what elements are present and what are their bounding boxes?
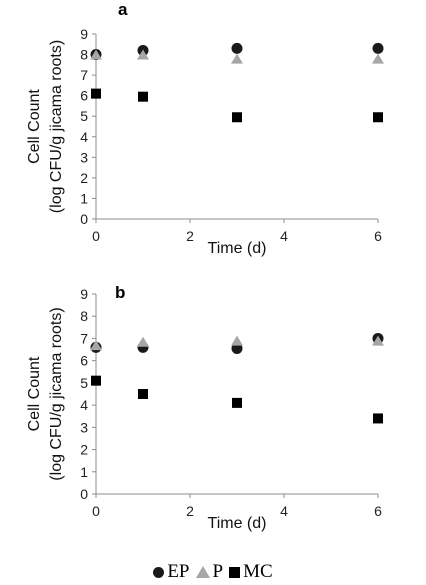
- triangle-icon: [195, 566, 210, 578]
- y-tick-label: 0: [80, 211, 88, 227]
- legend-item-ep: EP: [153, 561, 190, 583]
- data-point-p: [90, 340, 102, 351]
- y-tick-label: 7: [80, 67, 88, 83]
- y-tick-label: 5: [80, 375, 88, 391]
- square-icon: [229, 566, 241, 578]
- data-point-p: [90, 49, 102, 60]
- x-tick-label: 6: [374, 503, 382, 519]
- x-tick-label: 2: [186, 228, 194, 244]
- y-tick-label: 2: [80, 442, 88, 458]
- data-point-ep: [231, 342, 243, 354]
- y-tick-label: 6: [80, 353, 88, 369]
- legend-label-ep: EP: [167, 561, 190, 582]
- y-tick-label: 9: [80, 26, 88, 42]
- data-point-mc: [232, 397, 242, 408]
- data-point-p: [137, 336, 149, 347]
- y-axis-label-line: Cell Count: [26, 89, 43, 164]
- y-tick-label: 4: [80, 129, 88, 145]
- y-tick-label: 5: [80, 108, 88, 124]
- data-point-ep: [231, 42, 243, 54]
- x-tick-label: 6: [374, 228, 382, 244]
- data-point-mc: [138, 91, 148, 102]
- y-tick-label: 4: [80, 397, 88, 413]
- data-point-p: [137, 49, 149, 60]
- y-tick-label: 7: [80, 330, 88, 346]
- x-tick-label: 2: [186, 503, 194, 519]
- y-tick-label: 1: [80, 464, 88, 480]
- x-tick-label: 0: [92, 228, 100, 244]
- x-tick-label: 0: [92, 503, 100, 519]
- y-tick-label: 3: [80, 149, 88, 165]
- data-point-mc: [373, 112, 383, 123]
- x-axis-label: Time (d): [208, 240, 267, 257]
- y-tick-label: 8: [80, 47, 88, 63]
- data-point-p: [372, 53, 384, 64]
- y-tick-label: 3: [80, 419, 88, 435]
- chart-panel-a: 0 1 2 3 4 5 6 7 8 9 0 2 4 6 Time (d) Cell Count (log CFU…: [26, 0, 384, 257]
- legend-label-p: P: [212, 561, 224, 582]
- y-tick-label: 0: [80, 486, 88, 502]
- x-tick-label: 4: [280, 228, 288, 244]
- data-point-mc: [373, 413, 383, 424]
- panel-label: a: [118, 0, 128, 19]
- data-point-p: [231, 335, 243, 346]
- y-tick-label: 6: [80, 88, 88, 104]
- y-tick-label: 9: [80, 286, 88, 302]
- panel-label: b: [115, 283, 125, 302]
- data-point-mc: [138, 389, 148, 399]
- y-axis-label-line: Cell Count: [26, 356, 43, 431]
- legend-label-mc: MC: [243, 561, 273, 582]
- circle-icon: [153, 566, 165, 578]
- x-axis-label: Time (d): [208, 515, 267, 532]
- figure: 0 1 2 3 4 5 6 7 8 9 0 2 4 6 Time (d) Cell Count (log CFU…: [26, 0, 384, 532]
- data-point-ep: [372, 42, 384, 54]
- x-tick-label: 4: [280, 503, 288, 519]
- data-point-mc: [232, 112, 242, 123]
- legend: EP P MC: [0, 560, 426, 584]
- y-axis-label-line: (log CFU/g jicama roots): [48, 40, 65, 213]
- legend-item-p: P: [195, 561, 224, 583]
- data-point-mc: [91, 375, 101, 386]
- y-tick-label: 2: [80, 170, 88, 186]
- data-point-p: [231, 53, 243, 64]
- legend-item-mc: MC: [229, 561, 273, 583]
- y-tick-label: 8: [80, 308, 88, 324]
- y-tick-label: 1: [80, 190, 88, 206]
- data-point-mc: [91, 88, 101, 99]
- data-point-p: [372, 335, 384, 346]
- y-axis-label-line: (log CFU/g jicama roots): [48, 307, 65, 480]
- chart-panel-b: 0 1 2 3 4 5 6 7 8 9 0 2 4 6 Time (d) Cell Count (log CFU…: [26, 283, 384, 532]
